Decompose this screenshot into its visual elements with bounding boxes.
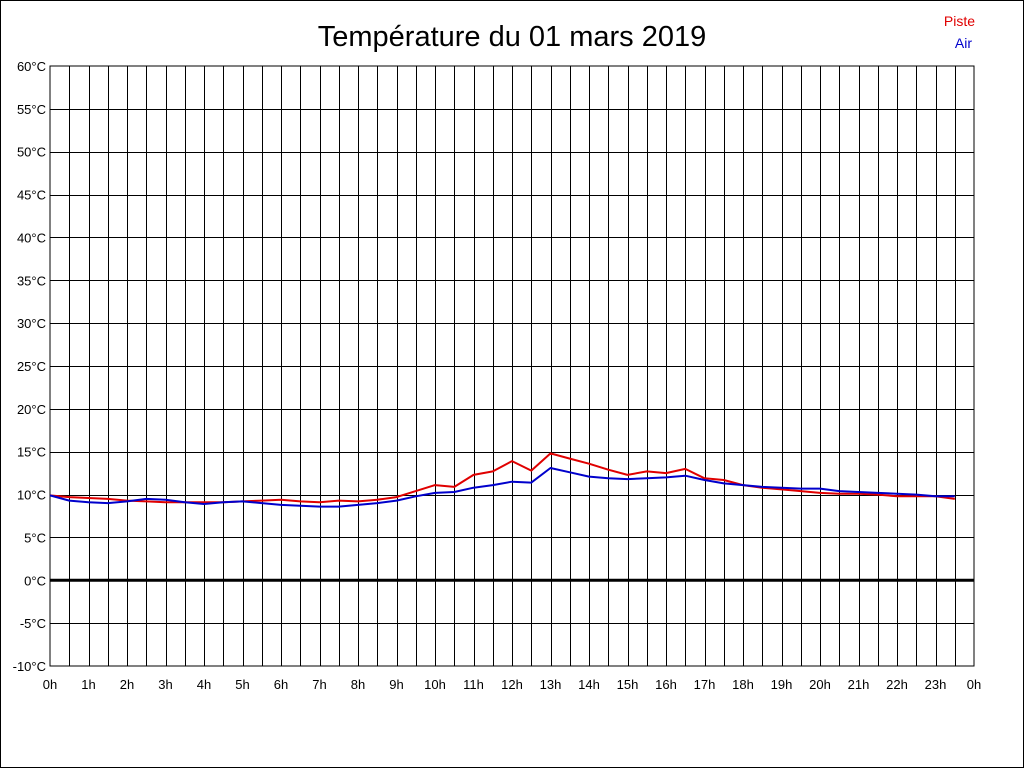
x-tick-label: 21h: [848, 677, 870, 692]
x-tick-label: 5h: [235, 677, 249, 692]
y-tick-label: -10°C: [13, 659, 46, 674]
x-tick-label: 19h: [771, 677, 793, 692]
grid: [49, 65, 975, 667]
chart-title: Température du 01 mars 2019: [318, 21, 707, 53]
y-tick-label: 35°C: [17, 273, 46, 288]
x-tick-label: 10h: [424, 677, 446, 692]
x-tick-label: 6h: [274, 677, 288, 692]
x-tick-label: 12h: [501, 677, 523, 692]
x-tick-label: 20h: [809, 677, 831, 692]
y-tick-label: 40°C: [17, 230, 46, 245]
series-line-air: [49, 467, 955, 508]
y-tick-label: 5°C: [24, 530, 46, 545]
x-tick-label: 7h: [312, 677, 326, 692]
x-tick-label: 23h: [925, 677, 947, 692]
x-tick-label: 4h: [197, 677, 211, 692]
x-tick-label: 3h: [158, 677, 172, 692]
y-tick-label: 55°C: [17, 102, 46, 117]
y-tick-label: 30°C: [17, 316, 46, 331]
x-axis-ticks: 0h 1h 2h 3h 4h 5h 6h 7h 8h 9h 10h 11h 12h 13h 14h 15h 16…: [43, 677, 981, 692]
x-tick-label: 17h: [694, 677, 716, 692]
y-tick-label: 45°C: [17, 188, 46, 203]
series-layer: [49, 452, 955, 508]
x-tick-label: 15h: [617, 677, 639, 692]
x-tick-label: 0h: [43, 677, 57, 692]
y-axis-ticks: 60°C 55°C 50°C 45°C 40°C 35°C 30°C 25°C 20°C 15°C…: [13, 59, 46, 674]
x-tick-label: 2h: [120, 677, 134, 692]
series-line-piste: [49, 452, 955, 504]
x-tick-label: 1h: [81, 677, 95, 692]
y-tick-label: 15°C: [17, 445, 46, 460]
legend-entry-air: Air: [955, 35, 972, 51]
y-tick-label: 0°C: [24, 573, 46, 588]
y-tick-label: 25°C: [17, 359, 46, 374]
x-tick-label: 18h: [732, 677, 754, 692]
y-tick-label: 20°C: [17, 402, 46, 417]
y-tick-label: 10°C: [17, 488, 46, 503]
y-tick-label: 60°C: [17, 59, 46, 74]
x-tick-label: 14h: [578, 677, 600, 692]
x-tick-label: 9h: [389, 677, 403, 692]
y-tick-label: -5°C: [20, 616, 46, 631]
legend-entry-piste: Piste: [944, 13, 975, 29]
y-tick-label: 50°C: [17, 145, 46, 160]
x-tick-label: 8h: [351, 677, 365, 692]
x-tick-label: 22h: [886, 677, 908, 692]
x-tick-label: 16h: [655, 677, 677, 692]
x-tick-label: 13h: [540, 677, 562, 692]
x-tick-label: 11h: [463, 677, 484, 692]
x-tick-label: 0h: [967, 677, 981, 692]
